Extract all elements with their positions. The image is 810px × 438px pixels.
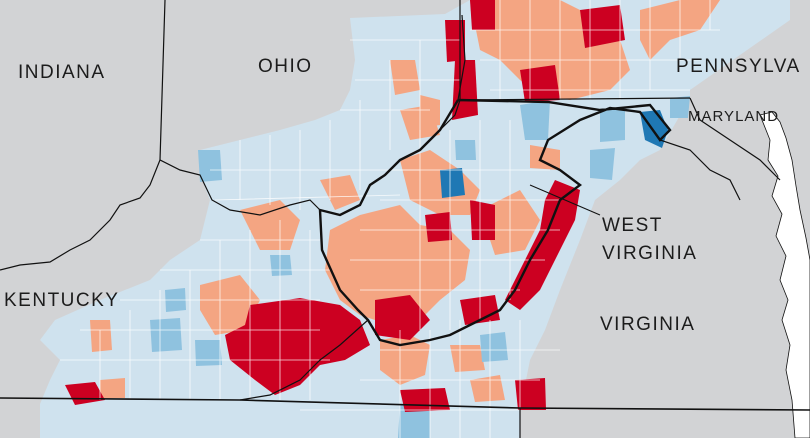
county-md-west <box>520 100 550 140</box>
west-virginia-outline <box>318 98 672 347</box>
county-oh-north <box>390 60 420 95</box>
county-grid-pa <box>470 0 720 100</box>
county-va-south-blue <box>398 405 430 438</box>
county-wv-southern-red <box>375 295 430 340</box>
county-ky-east <box>195 340 222 366</box>
county-va-central <box>450 345 485 372</box>
county-wv-eastern-panhandle-strip <box>505 180 580 310</box>
county-pa-bedford <box>580 5 625 48</box>
label-pennsylvania: PENNSYLVA <box>676 56 801 77</box>
county-ky-west <box>90 320 112 352</box>
county-ky-southwest <box>100 378 125 398</box>
label-maryland: MARYLAND <box>688 108 780 125</box>
county-cluster-ky-east-red <box>225 298 370 395</box>
county-wv-panhandle-north <box>590 148 615 180</box>
county-borders <box>60 0 720 438</box>
county-pa-somerset <box>520 65 560 102</box>
county-oh-west <box>198 150 222 182</box>
county-cluster-ky-central <box>200 275 260 335</box>
county-pa-greene <box>470 0 495 30</box>
county-va-south <box>470 375 505 402</box>
county-ky-northeast <box>270 255 292 276</box>
county-va-southeast <box>515 378 546 410</box>
county-wv-monongalia <box>440 168 465 198</box>
label-virginia: VIRGINIA <box>600 314 696 335</box>
border-pennsylvania-maryland <box>459 97 691 101</box>
mid-blue-counties <box>150 96 690 438</box>
county-pa-washington <box>445 20 465 62</box>
border-indiana-ohio <box>159 0 166 161</box>
county-grid-ky <box>60 220 330 400</box>
label-indiana: INDIANA <box>18 62 106 83</box>
county-oh-central <box>455 140 476 160</box>
county-cluster-ky-north <box>240 200 300 250</box>
label-west-virginia-line2: VIRGINIA <box>602 243 698 264</box>
chesapeake-bay <box>759 111 810 438</box>
county-grid-va <box>300 320 560 438</box>
county-cluster-va-west <box>380 335 430 385</box>
border-maryland-virginia <box>689 97 781 181</box>
west-virginia-leader-line <box>529 184 601 216</box>
border-ky-va <box>239 319 369 401</box>
county-ky-central-blue <box>150 318 182 352</box>
county-grid-ohio <box>210 39 460 210</box>
label-west-virginia-line1: WEST <box>602 215 663 236</box>
county-grid-wv <box>350 120 560 330</box>
label-kentucky: KENTUCKY <box>4 290 120 311</box>
county-va-lee-scott <box>400 388 450 412</box>
county-pa-southeast <box>670 96 690 118</box>
county-wv-panhandle-west <box>600 108 625 142</box>
county-wv-central-red <box>425 212 452 242</box>
border-tn-ky-va <box>0 397 810 411</box>
county-va-east <box>480 332 508 362</box>
label-ohio: OHIO <box>258 56 313 77</box>
county-wv-central-red-2 <box>470 200 495 240</box>
county-wv-panhandle-east <box>530 145 560 170</box>
border-wv-panhandle-north <box>457 14 466 101</box>
